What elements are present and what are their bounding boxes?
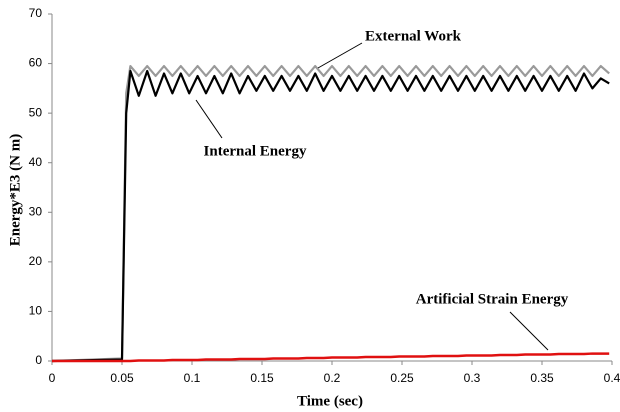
series-line: [51, 64, 610, 363]
y-axis-label: Energy*E3 (N m): [7, 134, 23, 247]
series-line: [52, 352, 610, 363]
x-axis-label: Time (sec): [297, 393, 363, 409]
x-tick-label: 0.2: [324, 371, 341, 385]
x-tick-label: 0.1: [184, 371, 201, 385]
y-tick-label: 70: [29, 6, 43, 20]
x-tick-label: 0.3: [464, 371, 481, 385]
x-tick-label: 0.35: [530, 371, 554, 385]
x-tick-label: 0.25: [390, 371, 414, 385]
series-annotation: Internal Energy: [204, 143, 307, 159]
annotation-leader: [317, 42, 363, 69]
annotation-leader: [509, 311, 549, 351]
annotation-leader: [195, 99, 223, 139]
x-tick-label: 0: [49, 371, 56, 385]
series-annotation: Artificial Strain Energy: [416, 291, 569, 307]
x-tick-label: 0.05: [110, 371, 134, 385]
y-tick-label: 0: [35, 353, 42, 367]
series-line: [51, 69, 610, 363]
y-tick-label: 60: [29, 56, 43, 70]
y-tick-label: 20: [29, 254, 43, 268]
y-tick-label: 10: [29, 304, 43, 318]
series-annotation: External Work: [365, 28, 462, 44]
x-tick-label: 0.4: [604, 371, 620, 385]
y-tick-label: 30: [29, 204, 43, 218]
x-tick-label: 0.15: [250, 371, 274, 385]
y-tick-label: 40: [29, 155, 43, 169]
y-tick-label: 50: [29, 105, 43, 119]
